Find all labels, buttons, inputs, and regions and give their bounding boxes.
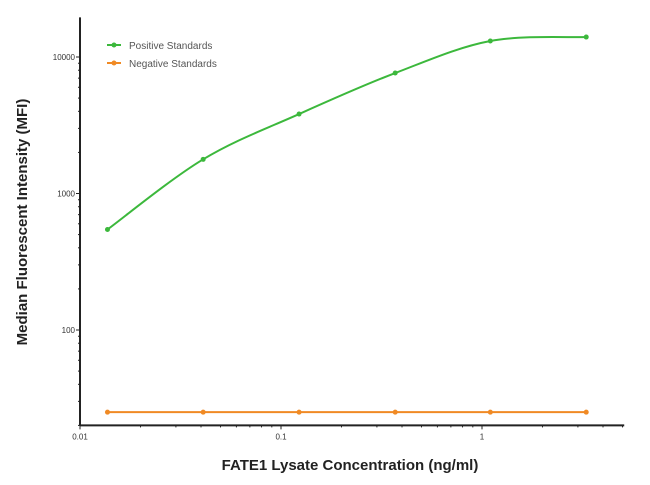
y-tick-label: 1000 bbox=[57, 190, 75, 199]
data-point bbox=[296, 111, 302, 117]
legend-marker bbox=[111, 42, 117, 48]
data-point bbox=[487, 409, 493, 415]
series-layer bbox=[104, 34, 589, 415]
x-tick-label: 1 bbox=[480, 432, 485, 441]
x-axis-label: FATE1 Lysate Concentration (ng/ml) bbox=[222, 457, 479, 474]
data-point bbox=[487, 38, 493, 44]
data-point bbox=[200, 156, 206, 162]
x-tick-label: 0.1 bbox=[275, 432, 287, 441]
data-point bbox=[296, 409, 302, 415]
axes: 0.01 0.1 1 100 1000 10000 bbox=[53, 17, 625, 441]
series-line-0 bbox=[106, 35, 587, 231]
data-point bbox=[104, 409, 110, 415]
y-tick-label: 100 bbox=[62, 326, 76, 335]
y-axis-label: Median Fluorescent Intensity (MFI) bbox=[14, 99, 31, 346]
y-tick-label: 10000 bbox=[53, 53, 76, 62]
data-point bbox=[392, 70, 398, 76]
data-point bbox=[583, 34, 589, 40]
data-point bbox=[104, 226, 110, 232]
data-point bbox=[392, 409, 398, 415]
data-point bbox=[583, 409, 589, 415]
x-tick-label: 0.01 bbox=[72, 432, 88, 441]
legend-marker bbox=[111, 60, 117, 66]
legend-label: Negative Standards bbox=[129, 59, 217, 70]
legend: Positive Standards Negative Standards bbox=[107, 41, 217, 70]
data-point bbox=[200, 409, 206, 415]
legend-label: Positive Standards bbox=[129, 41, 212, 52]
